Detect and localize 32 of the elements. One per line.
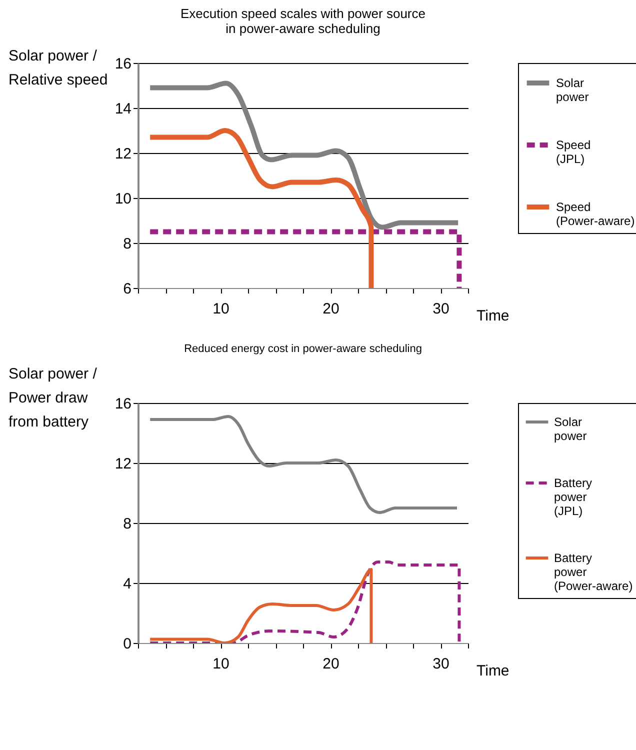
x-tick-label: 10 (212, 300, 230, 318)
chart-title: Reduced energy cost in power-aware scheduling (184, 343, 422, 355)
line-series (148, 415, 458, 514)
legend-label: Battery power (JPL) (554, 476, 592, 518)
y-tick-label: 12 (114, 146, 132, 162)
y-axis-title: Solar power / Power draw from battery (8, 366, 98, 430)
chart-title: Execution speed scales with power source in power-aware scheduling (180, 6, 426, 36)
y-tick-label: 8 (123, 516, 132, 532)
y-tick-label: 16 (114, 56, 132, 72)
x-tick-label: 30 (432, 656, 450, 672)
y-tick-label: 12 (114, 456, 132, 472)
legend-label: Speed (JPL) (556, 138, 591, 166)
y-tick-label: 0 (123, 636, 132, 652)
y-tick-label: 14 (114, 100, 132, 118)
legend-label: Solar power (556, 76, 589, 104)
line-series (148, 560, 461, 643)
y-axis-title: Solar power / Relative speed (8, 48, 108, 88)
legend-label: Solar power (554, 415, 587, 443)
x-tick-label: 20 (322, 300, 340, 318)
x-tick-label: 30 (432, 300, 450, 318)
line-series (148, 568, 373, 643)
x-tick-label: 10 (212, 656, 230, 672)
y-tick-label: 16 (114, 396, 132, 412)
legend-label: Speed (Power-aware) (556, 200, 635, 228)
x-tick-label: 20 (322, 656, 340, 672)
y-tick-label: 10 (114, 190, 132, 208)
y-tick-label: 4 (123, 576, 132, 592)
x-axis-title: Time (476, 662, 510, 680)
y-tick-label: 8 (123, 236, 132, 252)
x-axis-title: Time (476, 308, 510, 324)
y-tick-label: 6 (123, 280, 132, 298)
legend-label: Battery power (Power-aware) (554, 551, 633, 593)
